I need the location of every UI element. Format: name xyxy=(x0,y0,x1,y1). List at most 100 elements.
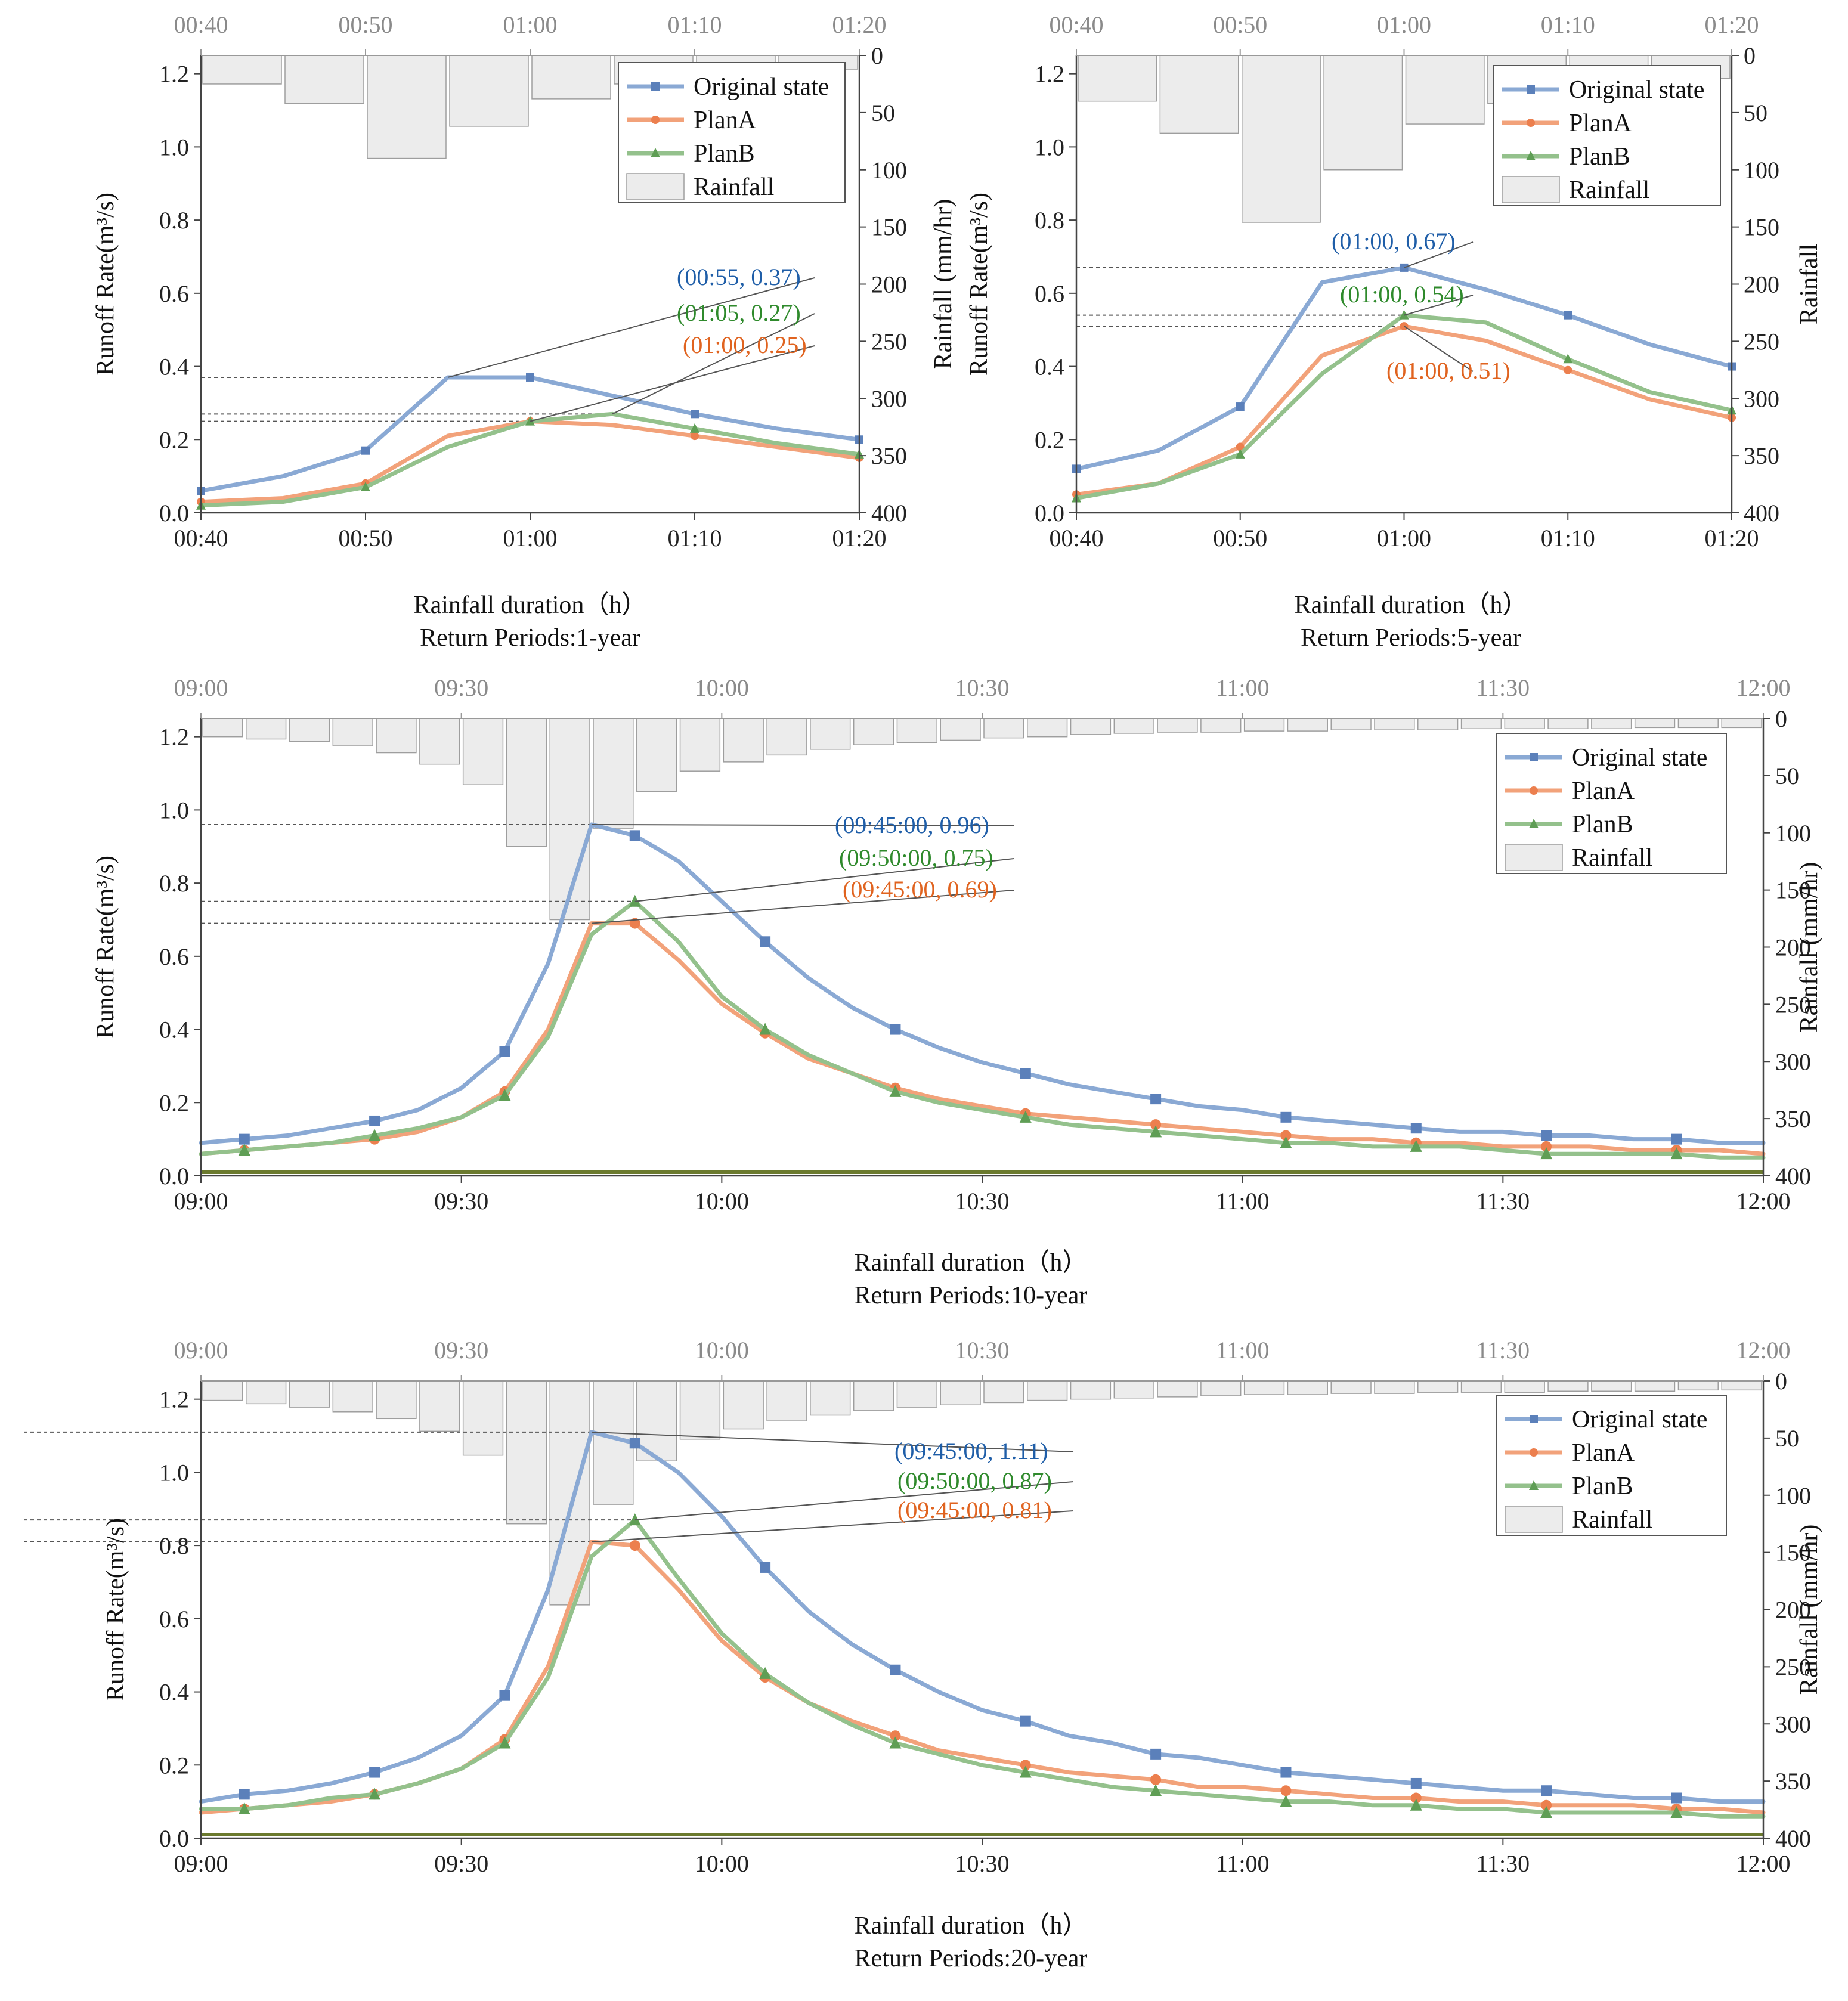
chart-p1: 0.0 0.2 0.4 0.6 0.8 1.0 1.2 0 50 100 150 200 250 300 3… xyxy=(92,11,957,652)
legend-label: Original state xyxy=(694,73,829,101)
left-tick-label: 0.2 xyxy=(159,426,189,453)
annotation-leader xyxy=(591,823,1014,826)
legend-swatch-rainfall xyxy=(1502,176,1560,203)
annotation-leader xyxy=(1403,326,1474,372)
top-x-tick-label: 00:50 xyxy=(1213,11,1267,38)
left-tick-label: 0.8 xyxy=(159,1532,189,1559)
data-point-planB xyxy=(1540,1806,1553,1819)
series-line-planA xyxy=(199,1540,1766,1815)
legend-label: Rainfall xyxy=(1572,844,1652,872)
baseline-band xyxy=(201,1170,1763,1174)
right-tick-label: 300 xyxy=(871,385,907,412)
data-point-planA xyxy=(1236,442,1245,451)
right-tick-label: 200 xyxy=(871,271,907,298)
rainfall-bar xyxy=(1157,1380,1198,1398)
annotation-leader xyxy=(1404,295,1474,316)
rainfall-bar xyxy=(289,718,330,742)
annotation-leader xyxy=(634,1481,1074,1521)
data-point-planA xyxy=(1280,1130,1292,1141)
y-axis-title-left: Runoff Rate(m³/s) xyxy=(965,193,993,376)
legend-swatch-rainfall xyxy=(1505,1506,1563,1533)
rainfall-bar xyxy=(419,718,460,765)
annotation-leader xyxy=(530,345,815,422)
left-tick-label: 0.0 xyxy=(159,1163,189,1190)
rainfall-bar xyxy=(853,718,894,745)
data-point-planB xyxy=(889,1085,902,1097)
data-point-original xyxy=(760,1562,771,1573)
data-point-original xyxy=(1020,1068,1031,1079)
right-tick-label: 250 xyxy=(1775,991,1811,1018)
rainfall-bar xyxy=(1460,718,1502,730)
rainfall-bar xyxy=(1721,1380,1762,1391)
x-tick-label: 11:30 xyxy=(1476,1188,1530,1215)
data-point-planB xyxy=(889,1736,902,1749)
top-x-tick-label: 12:00 xyxy=(1736,1337,1790,1364)
left-tick-label: 1.0 xyxy=(159,134,189,160)
x-tick-label: 00:40 xyxy=(1049,525,1103,552)
x-tick-label: 01:10 xyxy=(1541,525,1595,552)
annotation-planA: (09:45:00, 0.81) xyxy=(897,1497,1052,1523)
right-tick-label: 50 xyxy=(1744,100,1767,126)
x-tick-label: 09:30 xyxy=(434,1188,488,1215)
right-tick-label: 100 xyxy=(1744,157,1779,184)
data-point-planB xyxy=(1150,1125,1162,1138)
top-x-tick-label: 01:00 xyxy=(1377,11,1431,38)
legend-label: PlanA xyxy=(694,107,757,134)
legend-label: Original state xyxy=(1569,76,1704,104)
rainfall-bar xyxy=(1027,718,1068,738)
annotation-leader xyxy=(634,858,1014,902)
data-point-original xyxy=(361,446,370,455)
rainfall-bar xyxy=(246,1380,287,1405)
data-point-original xyxy=(526,373,534,382)
y-axis-title-left: Runoff Rate(m³/s) xyxy=(102,1518,129,1701)
data-point-planA xyxy=(1541,1141,1552,1152)
x-tick-label: 11:00 xyxy=(1216,1850,1270,1877)
data-point-original xyxy=(499,1690,510,1701)
rainfall-bar xyxy=(636,718,677,792)
rainfall-bar xyxy=(1460,1380,1502,1393)
top-x-tick-label: 00:40 xyxy=(174,11,228,38)
left-tick-label: 0.2 xyxy=(159,1089,189,1116)
data-point-original xyxy=(691,410,699,419)
y-axis-title-right: Rainfall (mm/hr) xyxy=(1796,862,1823,1033)
right-tick-label: 150 xyxy=(871,214,907,241)
data-point-original xyxy=(369,1767,380,1778)
data-point-planB xyxy=(1150,1784,1162,1796)
right-tick-label: 250 xyxy=(1775,1653,1811,1680)
data-point-original xyxy=(239,1133,250,1145)
rainfall-bar xyxy=(1113,1380,1154,1399)
data-point-planB xyxy=(369,1788,381,1800)
rainfall-bar xyxy=(1721,718,1762,729)
rainfall-bar xyxy=(983,1380,1024,1404)
rainfall-bar xyxy=(1242,55,1321,223)
rainfall-bar xyxy=(1159,55,1239,134)
chart-p3: 0.0 0.2 0.4 0.6 0.8 1.0 1.2 0 50 100 150 200 250 300 3… xyxy=(92,674,1823,1309)
annotation-planB: (09:50:00, 0.87) xyxy=(897,1467,1052,1494)
rainfall-bar xyxy=(940,718,981,741)
data-point-original xyxy=(1280,1767,1292,1778)
right-tick-label: 400 xyxy=(1775,1163,1811,1190)
series-line-planB xyxy=(199,899,1766,1160)
legend-label: Original state xyxy=(1572,744,1707,772)
annotation-planB: (01:00, 0.54) xyxy=(1340,281,1464,308)
right-tick-label: 300 xyxy=(1744,385,1779,412)
legend: Original state PlanA PlanB Rainfall xyxy=(1496,1395,1727,1536)
x-tick-label: 01:10 xyxy=(667,525,722,552)
data-point-original xyxy=(1671,1792,1682,1804)
y-axis-title-left: Runoff Rate(m³/s) xyxy=(92,856,119,1039)
legend-label: PlanB xyxy=(1572,811,1633,838)
rainfall-bar xyxy=(462,718,504,785)
top-x-tick-label: 01:20 xyxy=(832,11,886,38)
data-point-planB xyxy=(369,1129,381,1141)
chart-p2: 0.0 0.2 0.4 0.6 0.8 1.0 1.2 0 50 100 150 200 250 300 3… xyxy=(965,11,1823,652)
baseline-band xyxy=(201,1833,1763,1836)
left-tick-label: 0.6 xyxy=(159,1606,189,1633)
x-tick-label: 01:20 xyxy=(832,525,886,552)
right-tick-label: 50 xyxy=(871,100,895,126)
x-tick-label: 12:00 xyxy=(1736,1850,1790,1877)
data-point-planA xyxy=(1150,1774,1162,1785)
left-tick-label: 0.0 xyxy=(1035,500,1064,526)
top-x-tick-label: 01:10 xyxy=(1541,11,1595,38)
y-axis-title-right: Rainfall (mm/hr) xyxy=(930,199,957,370)
rainfall-bar xyxy=(1374,1380,1415,1394)
